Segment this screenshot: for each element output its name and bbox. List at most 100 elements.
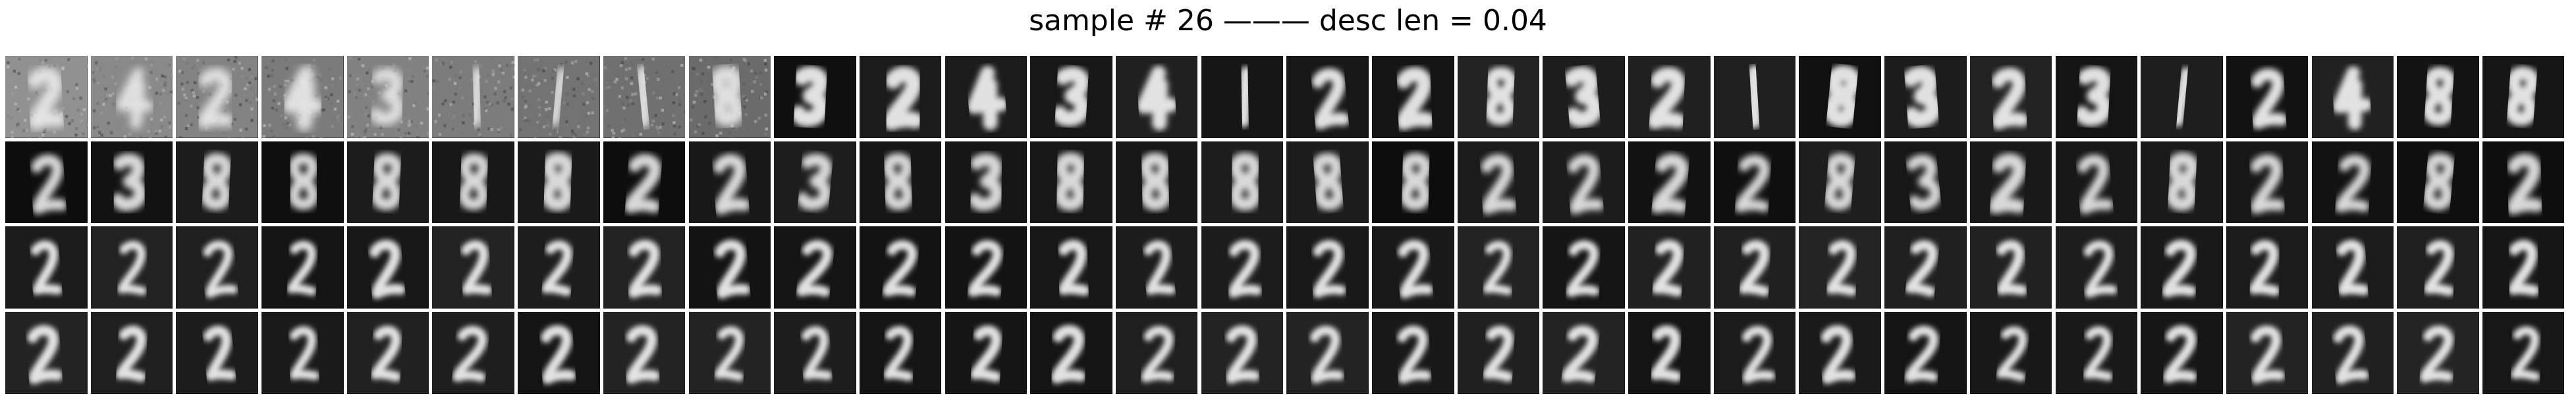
digit-image	[2397, 312, 2479, 394]
digit-image	[176, 56, 258, 138]
sample-panel	[90, 56, 173, 138]
digit-image	[1628, 56, 1711, 138]
sample-panel	[1628, 226, 1711, 309]
digit-image	[2397, 56, 2479, 138]
digit-image	[1201, 312, 1284, 394]
sample-panel	[2311, 226, 2394, 309]
digit-image	[1969, 312, 2052, 394]
sample-panel	[1030, 141, 1112, 224]
digit-image	[518, 312, 600, 394]
sample-panel	[859, 312, 942, 394]
sample-panel	[90, 141, 173, 224]
sample-panel	[1286, 141, 1369, 224]
sample-panel	[1201, 226, 1284, 309]
sample-panel	[176, 56, 258, 138]
sample-panel	[859, 226, 942, 309]
sample-panel	[859, 141, 942, 224]
digit-image	[1884, 56, 1967, 138]
sample-panel	[5, 226, 88, 309]
sample-panel	[1030, 312, 1112, 394]
sample-panel	[346, 312, 429, 394]
sample-panel	[774, 226, 856, 309]
digit-image	[2141, 312, 2223, 394]
digit-image	[1457, 141, 1540, 224]
digit-image	[346, 226, 429, 309]
digit-image	[2055, 226, 2137, 309]
digit-image	[2055, 141, 2137, 224]
sample-panel	[1286, 226, 1369, 309]
sample-panel	[518, 226, 600, 309]
sample-panel	[688, 141, 771, 224]
digit-image	[945, 141, 1028, 224]
sample-panel	[518, 141, 600, 224]
digit-image	[688, 141, 771, 224]
sample-panel	[1457, 56, 1540, 138]
sample-panel	[1543, 226, 1625, 309]
digit-image	[603, 56, 686, 138]
digit-image	[774, 56, 856, 138]
sample-panel	[2141, 226, 2223, 309]
digit-image	[1884, 226, 1967, 309]
sample-panel	[2311, 56, 2394, 138]
digit-image	[603, 226, 686, 309]
sample-panel	[2397, 226, 2479, 309]
sample-panel	[1799, 141, 1881, 224]
digit-image	[688, 226, 771, 309]
sample-panel	[688, 312, 771, 394]
figure-title: sample # 26 ——— desc len = 0.04	[1029, 4, 1547, 38]
digit-image	[2226, 312, 2309, 394]
sample-panel	[5, 56, 88, 138]
digit-image	[5, 56, 88, 138]
digit-image	[1713, 141, 1796, 224]
sample-panel	[603, 226, 686, 309]
sample-panel	[90, 226, 173, 309]
digit-image	[1030, 141, 1112, 224]
sample-panel	[176, 312, 258, 394]
digit-image	[2311, 226, 2394, 309]
sample-panel	[346, 141, 429, 224]
sample-panel	[774, 312, 856, 394]
sample-panel	[945, 312, 1028, 394]
sample-panel	[432, 141, 514, 224]
sample-panel	[2482, 312, 2565, 394]
digit-image	[1543, 141, 1625, 224]
sample-panel	[1969, 141, 2052, 224]
digit-image	[261, 226, 344, 309]
sample-panel	[2226, 56, 2309, 138]
sample-panel	[518, 312, 600, 394]
digit-image	[5, 141, 88, 224]
sample-panel	[1115, 141, 1198, 224]
sample-panel	[5, 141, 88, 224]
sample-panel	[2226, 226, 2309, 309]
digit-image	[518, 226, 600, 309]
digit-image	[859, 226, 942, 309]
digit-image	[1286, 226, 1369, 309]
digit-image	[2482, 56, 2565, 138]
digit-image	[1030, 226, 1112, 309]
digit-image	[603, 312, 686, 394]
sample-panel	[1799, 312, 1881, 394]
digit-image	[1543, 56, 1625, 138]
sample-panel	[1201, 56, 1284, 138]
sample-panel	[1372, 56, 1454, 138]
digit-image	[1286, 56, 1369, 138]
sample-panel	[261, 312, 344, 394]
digit-image	[774, 226, 856, 309]
digit-image	[432, 141, 514, 224]
sample-panel	[1969, 312, 2052, 394]
sample-panel	[1713, 141, 1796, 224]
digit-image	[1115, 141, 1198, 224]
sample-panel	[1286, 56, 1369, 138]
digit-image	[1799, 56, 1881, 138]
digit-image	[859, 141, 942, 224]
sample-panel	[945, 226, 1028, 309]
digit-image	[1713, 226, 1796, 309]
sample-panel	[1969, 226, 2052, 309]
sample-panel	[432, 56, 514, 138]
sample-panel	[2055, 141, 2137, 224]
sample-panel	[1372, 312, 1454, 394]
digit-image	[2055, 312, 2137, 394]
sample-panel	[2397, 312, 2479, 394]
digit-image	[2226, 56, 2309, 138]
sample-panel	[688, 226, 771, 309]
